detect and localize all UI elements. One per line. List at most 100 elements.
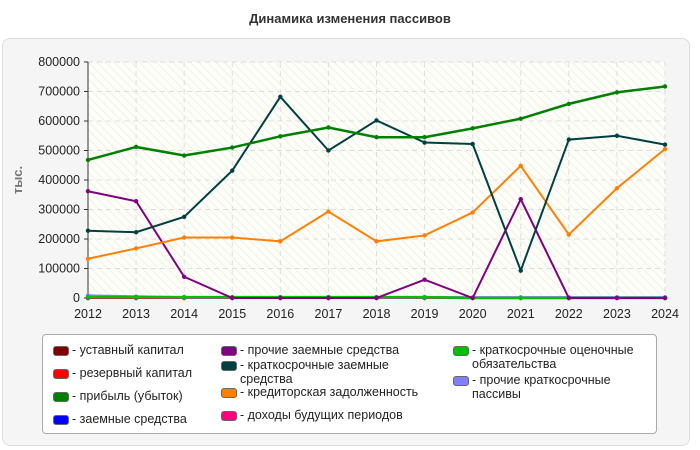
x-tick-label: 2016	[266, 307, 294, 321]
legend: - уставный капитал - резервный капитал - п…	[42, 334, 657, 434]
data-point	[326, 148, 331, 153]
data-point	[230, 145, 235, 150]
legend-swatch	[453, 346, 469, 356]
data-point	[133, 294, 139, 300]
data-point	[422, 277, 427, 282]
data-point	[181, 153, 187, 158]
data-point	[278, 295, 283, 301]
data-point	[85, 228, 91, 233]
legend-item: - кредиторская задолженность	[221, 385, 441, 399]
legend-swatch	[221, 346, 237, 356]
y-tick-label: 200000	[38, 232, 80, 246]
legend-label: - доходы будущих периодов	[240, 408, 403, 422]
x-tick-label: 2018	[363, 307, 391, 321]
legend-label: - прочие заемные средства	[240, 343, 400, 357]
data-point	[422, 294, 427, 300]
data-point	[326, 295, 331, 301]
legend-swatch	[53, 392, 69, 402]
data-point	[181, 274, 187, 279]
legend-swatch	[453, 376, 469, 386]
data-point	[614, 295, 620, 301]
legend-label: - краткосрочные оценочные обязательства	[472, 343, 634, 371]
legend-swatch	[221, 361, 237, 371]
data-point	[85, 189, 91, 194]
legend-label: - резервный капитал	[72, 366, 193, 380]
legend-item: - заемные средства	[53, 412, 187, 426]
legend-item: - резервный капитал	[53, 366, 192, 380]
data-point	[326, 209, 331, 214]
data-point	[662, 295, 668, 301]
data-point	[470, 295, 475, 301]
data-point	[133, 144, 139, 150]
data-point	[230, 295, 235, 301]
data-point	[230, 168, 235, 173]
data-point	[566, 137, 572, 142]
data-point	[614, 186, 620, 191]
x-tick-label: 2021	[507, 307, 535, 321]
data-point	[133, 230, 139, 235]
data-point	[662, 84, 668, 89]
legend-item: - доходы будущих периодов	[221, 408, 441, 422]
data-point	[326, 125, 331, 130]
data-point	[566, 295, 572, 301]
data-point	[566, 232, 572, 237]
y-tick-label: 0	[73, 291, 80, 305]
data-point	[470, 126, 475, 131]
data-point	[614, 133, 620, 138]
data-point	[374, 118, 379, 123]
legend-item: - прочие краткосрочные пассивы	[453, 373, 643, 401]
data-point	[374, 295, 379, 301]
legend-label: - заемные средства	[72, 412, 187, 426]
legend-item: - краткосрочные оценочные обязательства	[453, 343, 643, 371]
y-tick-label: 800000	[38, 55, 80, 69]
x-tick-label: 2012	[74, 307, 102, 321]
plot-area: 0 100000 200000 300000 400000 500000 600000 700…	[10, 55, 679, 321]
x-tick-label: 2013	[122, 307, 150, 321]
legend-item: - прибыль (убыток)	[53, 389, 183, 403]
legend-item: - краткосрочные заемные средства	[221, 358, 441, 386]
y-tick-label: 500000	[38, 144, 80, 158]
data-point	[518, 196, 523, 202]
x-tick-label: 2019	[411, 307, 439, 321]
data-point	[518, 295, 523, 301]
data-point	[518, 116, 523, 121]
legend-swatch	[221, 411, 237, 421]
data-point	[278, 239, 283, 244]
data-point	[614, 90, 620, 95]
data-point	[374, 239, 379, 244]
legend-label: - кредиторская задолженность	[240, 385, 419, 399]
x-tick-label: 2023	[603, 307, 631, 321]
legend-item: - уставный капитал	[53, 343, 184, 357]
y-tick-label: 100000	[38, 262, 80, 276]
data-point	[230, 235, 235, 240]
data-point	[278, 94, 283, 100]
x-tick-label: 2022	[555, 307, 583, 321]
x-tick-label: 2024	[651, 307, 679, 321]
y-tick-label: 700000	[38, 85, 80, 99]
data-point	[422, 233, 427, 238]
data-point	[470, 210, 475, 215]
data-point	[662, 142, 668, 147]
x-tick-label: 2017	[315, 307, 343, 321]
data-point	[181, 214, 187, 220]
data-point	[85, 157, 91, 163]
data-point	[181, 235, 187, 240]
legend-swatch	[53, 415, 69, 425]
data-point	[374, 135, 379, 140]
data-point	[662, 146, 668, 152]
legend-item: - прочие заемные средства	[221, 343, 441, 357]
legend-swatch	[221, 388, 237, 398]
data-point	[470, 141, 475, 147]
data-point	[278, 134, 283, 139]
data-point	[566, 101, 572, 107]
chart-title: Динамика изменения пассивов	[249, 11, 451, 26]
y-tick-label: 400000	[38, 173, 80, 187]
legend-swatch	[53, 369, 69, 379]
legend-label: - прибыль (убыток)	[72, 389, 183, 403]
legend-label: - краткосрочные заемные средства	[240, 358, 389, 386]
data-point	[422, 140, 427, 145]
data-point	[85, 256, 91, 261]
legend-label: - прочие краткосрочные пассивы	[472, 373, 611, 401]
data-point	[181, 294, 187, 300]
data-point	[133, 246, 139, 251]
